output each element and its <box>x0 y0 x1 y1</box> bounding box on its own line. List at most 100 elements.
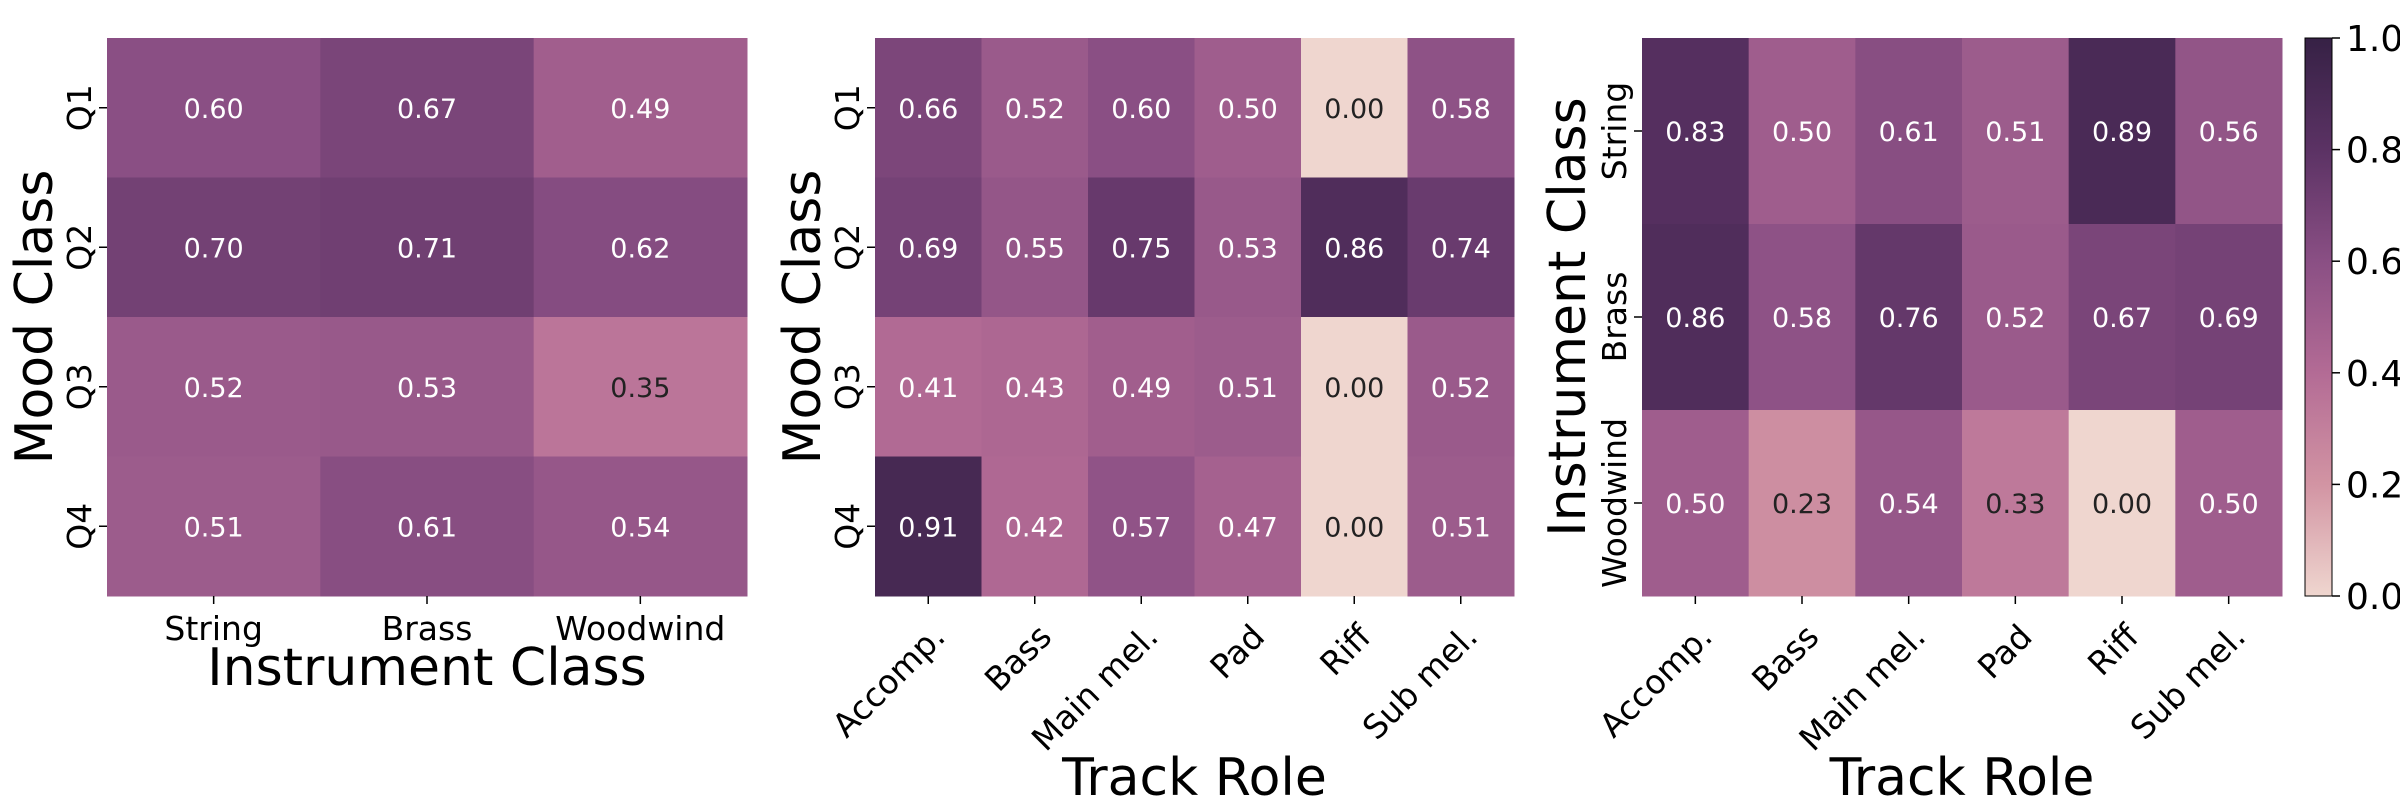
colorbar-tick-label: 0.4 <box>2346 354 2400 395</box>
cell-value-label: 0.57 <box>1111 512 1171 543</box>
colorbar-gradient <box>2304 37 2333 597</box>
heatmap-cell <box>1407 317 1515 457</box>
heatmap-cell <box>533 177 748 318</box>
heatmap-cell <box>1407 38 1515 178</box>
heatmap-cell <box>107 456 321 597</box>
heatmap-cell <box>1301 38 1408 178</box>
cell-value-label: 0.74 <box>1431 233 1491 264</box>
x-tick-label: Sub mel. <box>1355 617 1485 747</box>
cell-value-label: 0.86 <box>1324 233 1384 264</box>
heatmap-cell <box>1301 317 1408 457</box>
heatmap-cell <box>1962 410 2070 597</box>
heatmap-cell <box>1962 38 2070 225</box>
x-tick-label: Accomp. <box>825 617 953 745</box>
heatmap-cell <box>107 177 321 318</box>
heatmap-cell <box>1088 317 1195 457</box>
heatmap-cell <box>1748 38 1856 225</box>
heatmap-cell <box>1748 410 1856 597</box>
x-tick-label: Pad <box>1202 617 1272 687</box>
y-tick-label: Brass <box>1595 272 1634 363</box>
cell-value-label: 0.50 <box>1665 489 1725 520</box>
cell-value-label: 0.61 <box>1879 117 1939 148</box>
cell-value-label: 0.69 <box>2199 303 2259 334</box>
cell-value-label: 0.51 <box>1218 373 1278 404</box>
cell-value-label: 0.51 <box>1431 512 1491 543</box>
cell-value-label: 0.66 <box>898 94 958 125</box>
heatmap-cell <box>320 177 535 318</box>
heatmap-cell <box>2175 224 2283 411</box>
heatmap-cell <box>2068 410 2176 597</box>
y-axis-label: Mood Class <box>773 170 833 465</box>
heatmap-cell <box>533 456 748 597</box>
cell-value-label: 0.70 <box>184 233 244 264</box>
cell-value-label: 0.76 <box>1879 303 1939 334</box>
cell-value-label: 0.52 <box>1985 303 2045 334</box>
y-tick-label: Q2 <box>60 224 99 271</box>
heatmap-cell <box>533 317 748 457</box>
heatmap-cell <box>981 456 1089 597</box>
cell-value-label: 0.49 <box>610 94 670 125</box>
cell-value-label: 0.00 <box>2092 489 2152 520</box>
y-axis-label: Mood Class <box>5 170 65 465</box>
heatmap-cell <box>2175 38 2283 225</box>
cell-value-label: 0.75 <box>1111 233 1171 264</box>
cell-value-label: 0.86 <box>1665 303 1725 334</box>
heatmap-cell <box>1194 177 1302 318</box>
cell-value-label: 0.41 <box>898 373 958 404</box>
heatmap-cell <box>2068 38 2176 225</box>
heatmap-mood-vs-track-role: 0.66 0.52 0.60 0.50 0.00 0.58 0.69 0.55 0.75 0.53… <box>773 38 1515 800</box>
cell-value-label: 0.54 <box>1879 489 1939 520</box>
cell-value-label: 0.51 <box>184 512 244 543</box>
y-tick-label: Q2 <box>828 224 867 271</box>
cell-value-label: 0.71 <box>397 233 457 264</box>
cell-value-label: 0.42 <box>1005 512 1065 543</box>
cell-value-label: 0.49 <box>1111 373 1171 404</box>
cell-value-label: 0.56 <box>2199 117 2259 148</box>
cell-value-label: 0.50 <box>2199 489 2259 520</box>
x-tick-label: Bass <box>977 617 1059 699</box>
cell-value-label: 0.53 <box>1218 233 1278 264</box>
heatmap-cell <box>1642 38 1750 225</box>
y-tick-label: Q4 <box>828 503 867 550</box>
heatmap-cell <box>1194 38 1302 178</box>
x-axis-label: Track Role <box>1829 748 2095 800</box>
heatmap-mood-vs-instrument: 0.60 0.67 0.49 0.70 0.71 0.62 0.52 0.53 0.35 0.51… <box>5 38 748 698</box>
cell-value-label: 0.50 <box>1772 117 1832 148</box>
x-axis-label: Track Role <box>1061 748 1327 800</box>
cell-value-label: 0.00 <box>1324 512 1384 543</box>
heatmap-cell <box>2175 410 2283 597</box>
heatmap-cell <box>875 456 982 597</box>
x-tick-label: String <box>164 609 262 648</box>
heatmap-cell <box>1088 177 1195 318</box>
heatmap-cell <box>1855 410 1963 597</box>
y-tick-label: Q4 <box>60 503 99 550</box>
heatmap-cell <box>1642 410 1750 597</box>
heatmap-cell <box>875 317 982 457</box>
cell-value-label: 0.67 <box>397 94 457 125</box>
cell-value-label: 0.35 <box>610 373 670 404</box>
x-axis-label: Instrument Class <box>207 638 646 698</box>
y-tick-label: Q3 <box>828 363 867 410</box>
heatmap-cell <box>1407 456 1515 597</box>
heatmap-cell <box>1407 177 1515 318</box>
cell-value-label: 0.62 <box>610 233 670 264</box>
heatmap-cell <box>981 177 1089 318</box>
cell-value-label: 0.43 <box>1005 373 1065 404</box>
heatmap-cell <box>1962 224 2070 411</box>
heatmap-cell <box>1194 317 1302 457</box>
heatmap-instrument-vs-track-role: 0.83 0.50 0.61 0.51 0.89 0.56 0.86 0.58 0.76 0.52… <box>1538 38 2283 800</box>
heatmap-cell <box>1088 456 1195 597</box>
x-tick-label: Woodwind <box>555 609 725 648</box>
colorbar-tick-label: 0.6 <box>2346 242 2400 283</box>
y-tick-label: Q3 <box>60 363 99 410</box>
cell-value-label: 0.83 <box>1665 117 1725 148</box>
cell-value-label: 0.91 <box>898 512 958 543</box>
cell-value-label: 0.00 <box>1324 94 1384 125</box>
y-tick-label: Q1 <box>60 84 99 131</box>
y-tick-label: Woodwind <box>1595 418 1634 588</box>
cell-value-label: 0.55 <box>1005 233 1065 264</box>
cell-value-label: 0.61 <box>397 512 457 543</box>
heatmap-cell <box>981 38 1089 178</box>
heatmap-cell <box>1301 177 1408 318</box>
cell-value-label: 0.53 <box>397 373 457 404</box>
